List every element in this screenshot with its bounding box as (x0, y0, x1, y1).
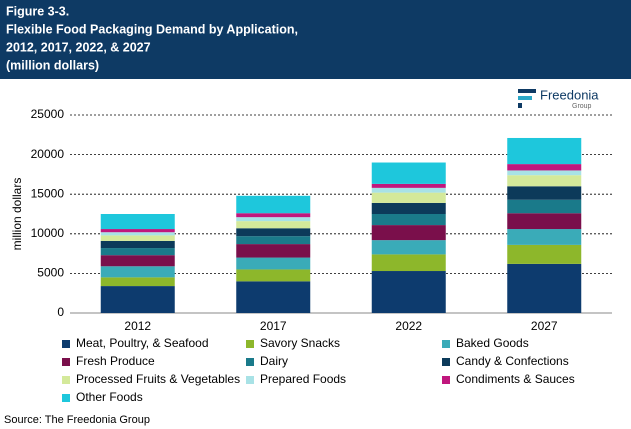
x-tick-label: 2022 (395, 319, 422, 333)
bar-segment (371, 162, 446, 184)
x-tick-label: 2017 (260, 319, 287, 333)
y-axis-label: million dollars (10, 178, 24, 251)
legend-swatch (62, 340, 70, 348)
bar-segment (236, 217, 311, 222)
legend-swatch (442, 376, 450, 384)
logo-sub: Group (572, 103, 592, 110)
bar-segment (236, 244, 311, 258)
y-tick-label: 0 (57, 305, 64, 319)
bar-segment (100, 235, 175, 241)
legend-swatch (442, 340, 450, 348)
bar-segment (100, 266, 175, 278)
y-tick-label: 20000 (31, 147, 65, 161)
y-tick-label: 10000 (31, 226, 65, 240)
legend-swatch (246, 376, 254, 384)
bar-segment (507, 229, 582, 245)
legend-swatch (246, 340, 254, 348)
bar-segment (371, 214, 446, 226)
bar-segment (236, 195, 311, 214)
bar-segment (100, 232, 175, 236)
legend-swatch (246, 358, 254, 366)
bar-segment (507, 244, 582, 264)
header-line: Flexible Food Packaging Demand by Applic… (6, 22, 298, 36)
bar-segment (236, 228, 311, 237)
bar-segment (100, 214, 175, 230)
legend-label: Meat, Poultry, & Seafood (76, 336, 209, 350)
bar-segment (100, 277, 175, 287)
y-tick-label: 15000 (31, 186, 65, 200)
bar-segment (371, 183, 446, 188)
source: Source: The Freedonia Group (4, 414, 150, 426)
bar-segment (507, 186, 582, 200)
legend-label: Baked Goods (456, 336, 529, 350)
header-line: (million dollars) (6, 58, 99, 72)
bar-segment (507, 213, 582, 230)
x-tick-label: 2027 (531, 319, 558, 333)
bar-segment (371, 271, 446, 313)
bar-segment (371, 192, 446, 203)
legend-label: Other Foods (76, 390, 143, 404)
bar-segment (100, 286, 175, 313)
bar-segment (236, 269, 311, 282)
bar-segment (100, 255, 175, 267)
bar-segment (371, 225, 446, 241)
bar-segment (236, 213, 311, 218)
bar-segment (507, 170, 582, 176)
bar-segment (236, 221, 311, 229)
legend-swatch (62, 376, 70, 384)
header-line: 2012, 2017, 2022, & 2027 (6, 40, 151, 54)
bar-segment (507, 263, 582, 313)
bar-segment (371, 240, 446, 255)
bar-segment (100, 229, 175, 233)
legend-label: Processed Fruits & Vegetables (76, 372, 240, 386)
legend-label: Prepared Foods (260, 372, 346, 386)
header-line: Figure 3-3. (6, 4, 69, 18)
legend-label: Savory Snacks (260, 336, 340, 350)
bar-segment (507, 137, 582, 165)
logo: Freedonia Group (518, 87, 599, 110)
legend-label: Candy & Confections (456, 354, 569, 368)
bar-segment (236, 257, 311, 270)
bar-segment (507, 175, 582, 187)
legend-swatch (62, 394, 70, 402)
y-tick-label: 5000 (37, 266, 64, 280)
legend-label: Fresh Produce (76, 354, 155, 368)
bar-segment (507, 199, 582, 214)
header-band (0, 0, 631, 79)
x-tick-label: 2012 (124, 319, 151, 333)
bar-segment (507, 164, 582, 171)
bar-segment (371, 202, 446, 214)
bar-segment (236, 281, 311, 313)
legend-label: Dairy (260, 354, 288, 368)
bar-segment (371, 254, 446, 272)
bar-segment (236, 236, 311, 245)
y-tick-label: 25000 (31, 107, 65, 121)
legend-swatch (62, 358, 70, 366)
legend-label: Condiments & Sauces (456, 372, 575, 386)
bar-segment (371, 187, 446, 193)
bar-segment (100, 248, 175, 256)
bar-segment (100, 240, 175, 249)
legend-swatch (442, 358, 450, 366)
logo-name: Freedonia (540, 87, 599, 102)
